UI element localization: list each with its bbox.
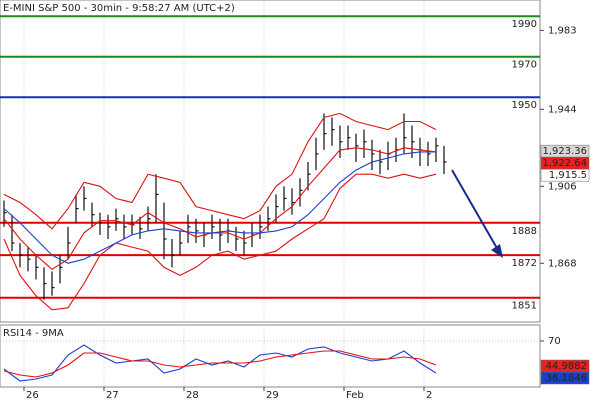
panel-border — [0, 324, 541, 388]
price-label: 1,922.64 — [542, 158, 587, 169]
x-tick-label: 2 — [426, 390, 432, 400]
x-tick-label: 28 — [186, 390, 199, 400]
x-tick-label: 26 — [26, 390, 39, 400]
level-label: 1950 — [512, 100, 537, 111]
series-line — [3, 151, 436, 264]
price-label-box — [540, 168, 590, 182]
price-label: 44.9882 — [546, 361, 587, 372]
y-tick-label: 70 — [548, 336, 561, 347]
x-tick-label: 29 — [266, 390, 279, 400]
level-label: 1888 — [512, 226, 537, 237]
arrow-head — [491, 244, 503, 258]
series-line — [3, 350, 437, 378]
panel: 1,983 1,944 1,906 1,868 1990 1970 1950 1888 1872… — [0, 0, 590, 323]
price-label: 1,915.5 — [549, 170, 587, 181]
level-label: 1851 — [512, 301, 537, 312]
price-label: 1,923.36 — [542, 146, 587, 157]
y-tick-label: 1,906 — [548, 181, 577, 192]
x-tick-label: Feb — [346, 390, 364, 400]
price-label: 36.1846 — [546, 373, 587, 384]
level-label: 1872 — [512, 258, 537, 269]
level-label: 1990 — [512, 19, 537, 30]
x-tick-label: 27 — [106, 390, 119, 400]
y-tick-label: 1,868 — [548, 258, 577, 269]
panel-title: E-MINI S&P 500 - 30min - 9:58:27 AM (UTC… — [3, 3, 235, 14]
level-label: 1970 — [512, 60, 537, 71]
y-tick-label: 1,983 — [548, 25, 577, 36]
panel-title: RSI14 - 9MA — [3, 328, 64, 339]
arrow-annotation — [451, 169, 499, 251]
y-tick-label: 1,944 — [548, 104, 577, 115]
price-label-box — [540, 371, 590, 385]
title-bg — [1, 326, 67, 339]
series-line — [3, 173, 437, 311]
series-line — [3, 112, 437, 230]
panel-border — [0, 0, 541, 323]
title-bg — [1, 1, 238, 14]
series-line — [3, 147, 437, 270]
